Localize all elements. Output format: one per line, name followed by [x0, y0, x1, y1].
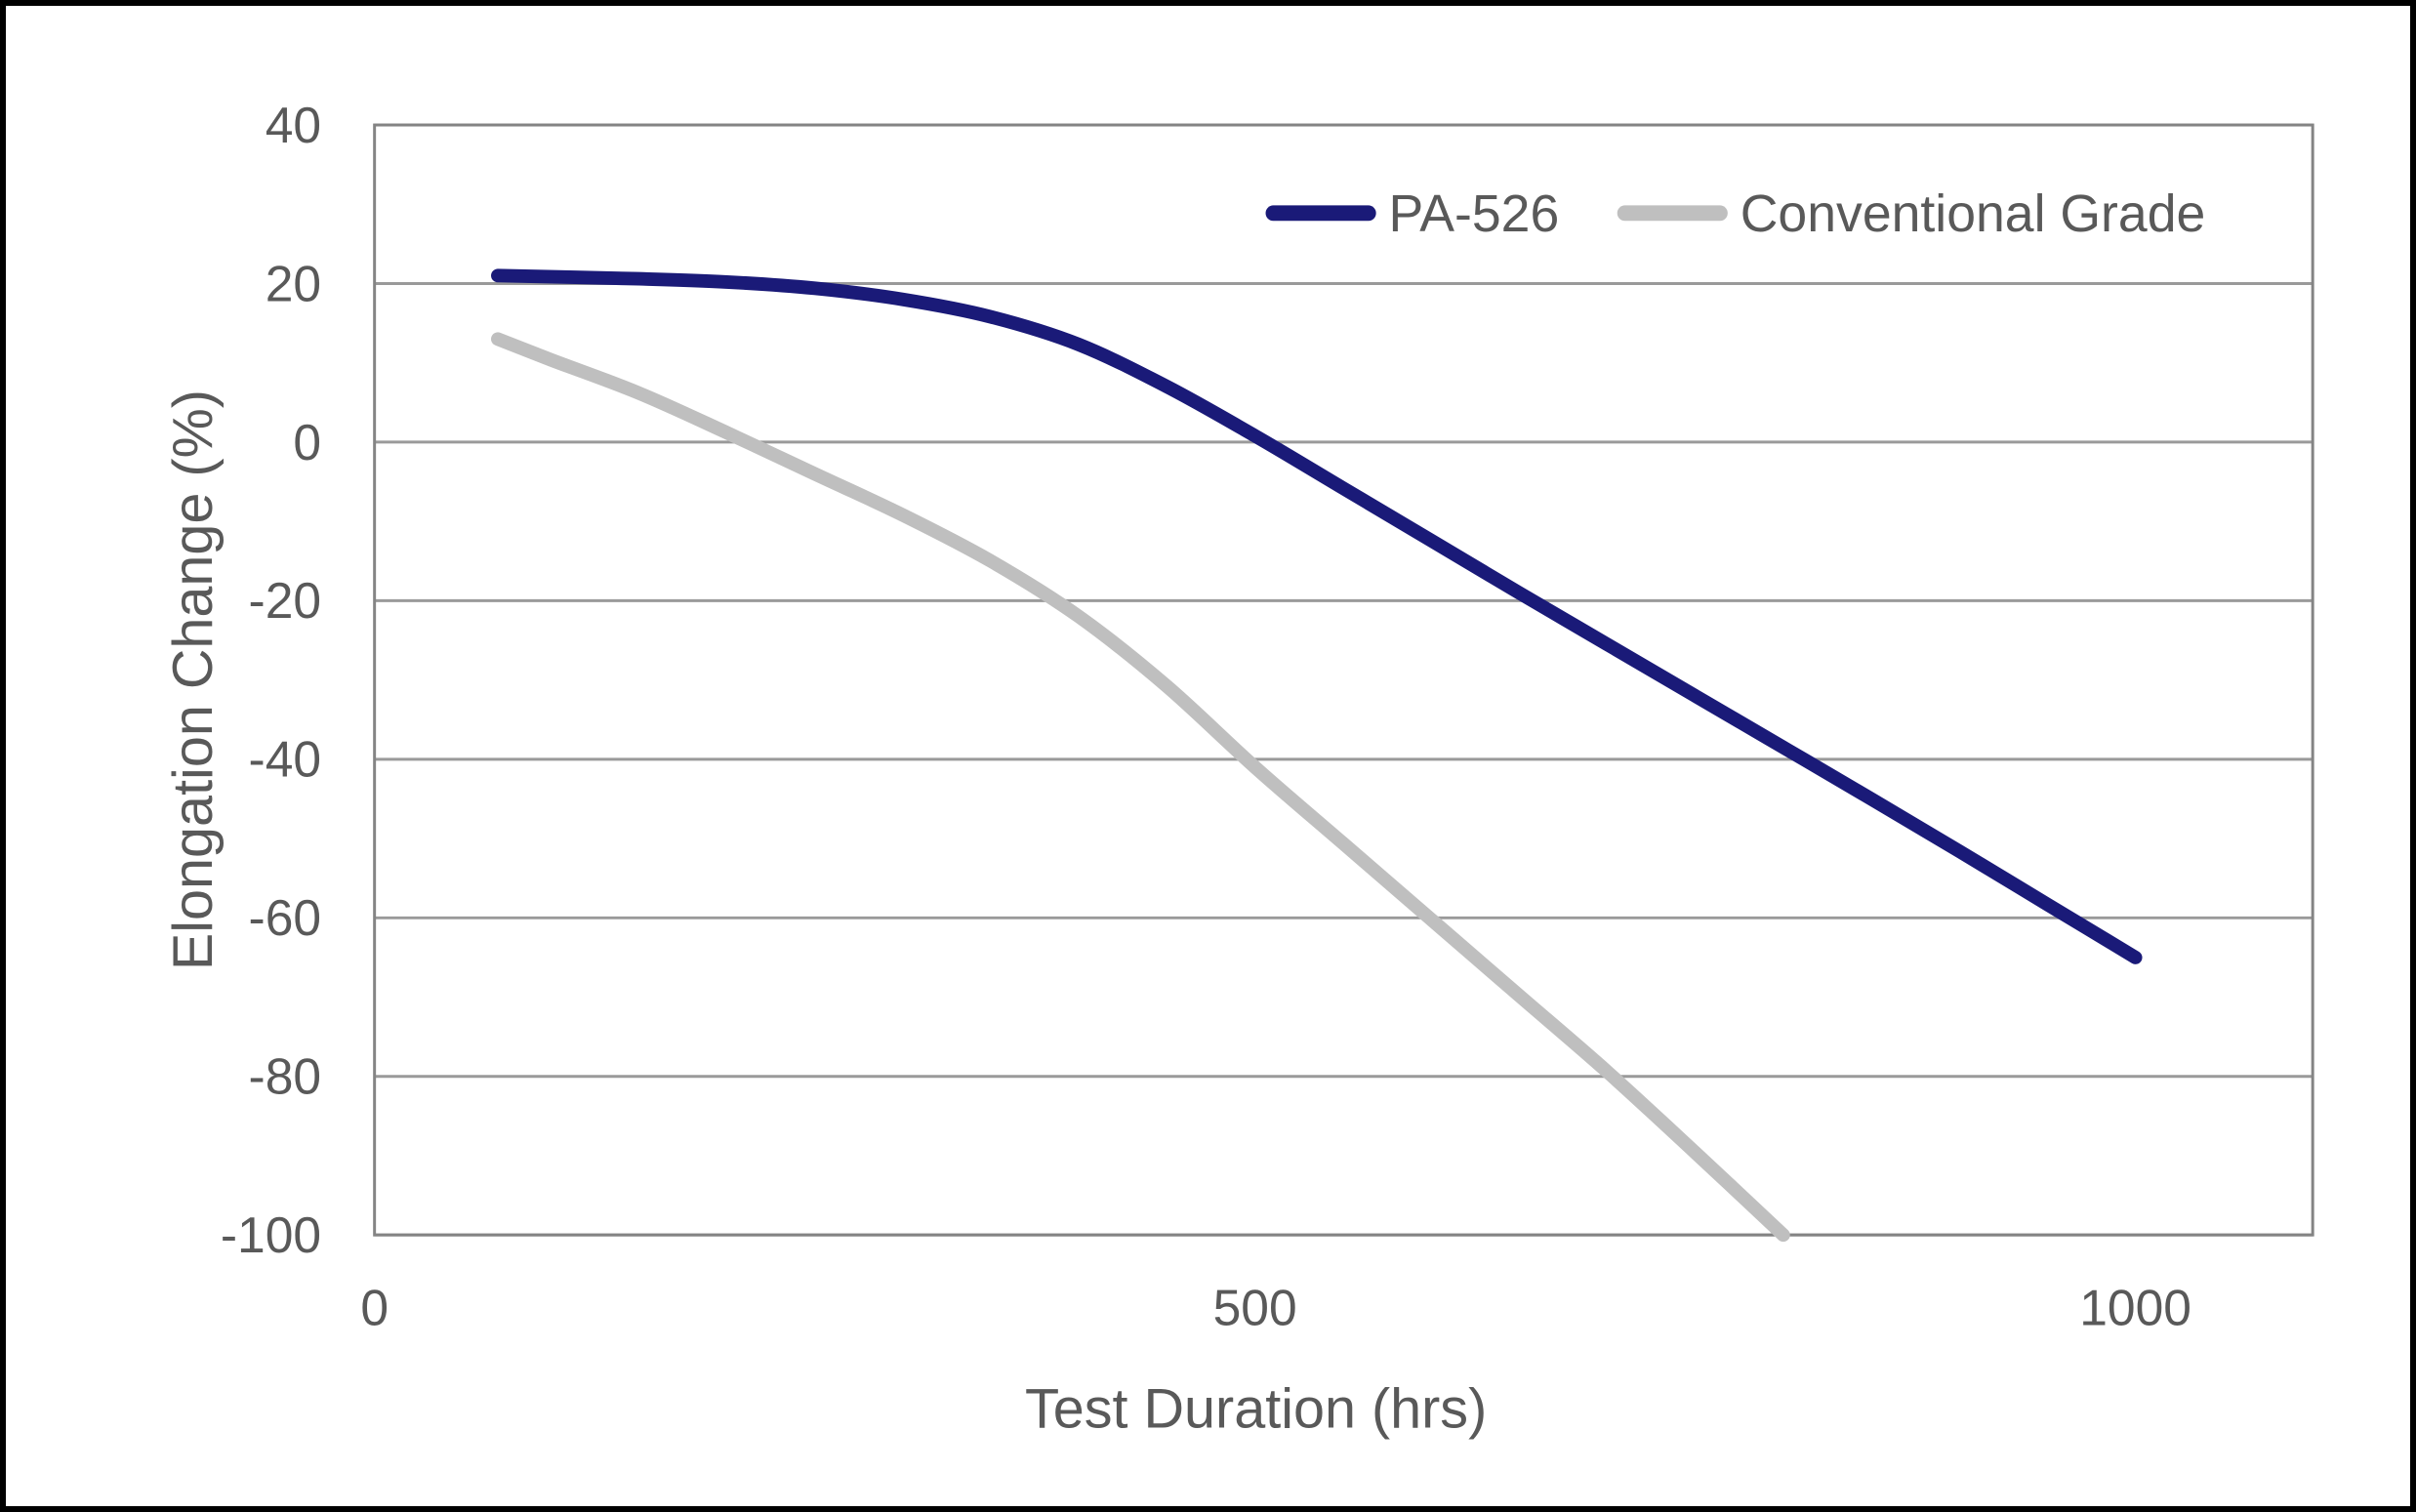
x-axis-tick-labels: 0 500 1000	[360, 1279, 2191, 1335]
legend: PA-526 Conventional Grade	[1265, 184, 2206, 243]
legend-label-conventional-grade: Conventional Grade	[1740, 184, 2206, 243]
y-axis-tick-labels: 40 20 0 -20 -40 -60 -80 -100	[221, 97, 321, 1263]
series-line-pa-526	[491, 268, 2143, 964]
y-tick-label-20: 20	[266, 255, 321, 311]
x-tick-label-500: 500	[1213, 1279, 1297, 1335]
y-tick-label-40: 40	[266, 97, 321, 153]
x-tick-label-0: 0	[360, 1279, 389, 1335]
legend-label-pa-526: PA-526	[1389, 184, 1560, 243]
plot-border	[373, 123, 2314, 1237]
y-axis-title: Elongation Change (%)	[162, 389, 225, 970]
series-lines	[491, 268, 2143, 1243]
gridlines	[374, 123, 2314, 1237]
line-chart: 40 20 0 -20 -40 -60 -80 -100 0 500 1000 Test Dura…	[162, 97, 2314, 1441]
y-tick-label--60: -60	[249, 889, 322, 946]
y-tick-label--20: -20	[249, 572, 322, 629]
series-line-conventional-grade	[491, 332, 1790, 1243]
y-tick-label-0: 0	[293, 414, 321, 470]
y-tick-label--40: -40	[249, 731, 322, 788]
y-tick-label--80: -80	[249, 1048, 322, 1105]
x-tick-label-1000: 1000	[2079, 1279, 2191, 1335]
y-tick-label--100: -100	[221, 1206, 321, 1263]
x-axis-title: Test Duration (hrs)	[1025, 1378, 1487, 1441]
